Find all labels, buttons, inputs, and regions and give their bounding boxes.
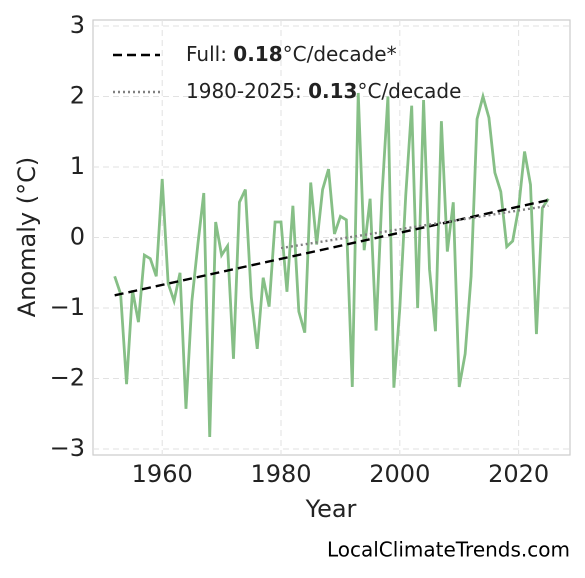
y-tick-label: −1: [50, 293, 85, 321]
source: LocalClimateTrends.com: [327, 538, 570, 562]
x-tick-label: 1960: [132, 460, 193, 488]
legend-text: °C/decade*: [283, 42, 397, 66]
legend-text: 0.13: [308, 79, 357, 103]
legend-text: 0.18: [233, 42, 282, 66]
x-tick-label: 2020: [488, 460, 549, 488]
trend-line: [280, 204, 549, 250]
y-axis-label: Anomaly (°C): [13, 157, 41, 317]
y-tick-label: 1: [70, 152, 85, 180]
legend-text: 1980-2025:: [186, 79, 308, 103]
trend-line: [114, 198, 549, 297]
x-tick-label: 2000: [369, 460, 430, 488]
y-tick-label: −2: [50, 364, 85, 392]
legend-label: 1980-2025: 0.13°C/decade: [186, 79, 461, 103]
data-line: [113, 91, 550, 438]
legend-text: °C/decade: [357, 79, 461, 103]
y-tick-label: −3: [50, 434, 85, 462]
y-tick-label: 2: [70, 81, 85, 109]
y-tick-label: 0: [70, 223, 85, 251]
y-tick-label: 3: [70, 11, 85, 39]
x-tick-label: 1980: [250, 460, 311, 488]
x-axis-label: Year: [305, 495, 357, 523]
legend-text: Full:: [186, 42, 233, 66]
legend-label: Full: 0.18°C/decade*: [186, 42, 397, 66]
